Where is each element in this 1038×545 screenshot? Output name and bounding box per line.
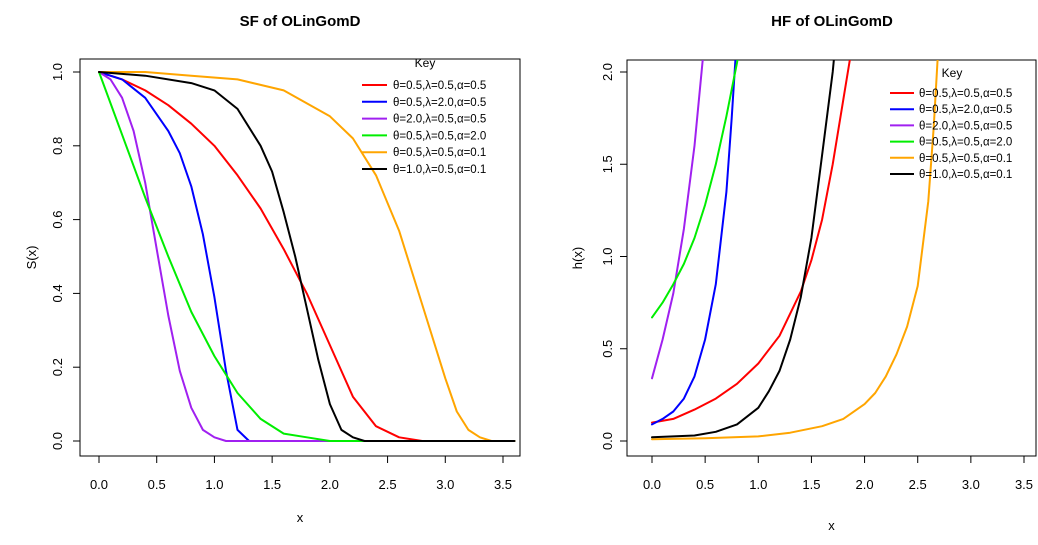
y-tick-label: 0.0 bbox=[50, 432, 65, 450]
legend-entry: θ=2.0,λ=0.5,α=0.5 bbox=[393, 114, 486, 126]
series-group bbox=[651, 60, 939, 441]
chart-panel-1: SF of OLinGomD 0.0 0.5 1.0 1.5 2.0 2.5 3.0 3.5 0.… bbox=[24, 13, 521, 525]
chart-panel-2: HF of OLinGomD 0.0 0.5 1.0 1.5 2.0 2.5 3.0 3.5 0.… bbox=[570, 13, 1037, 533]
y-tick-label: 1.5 bbox=[600, 155, 615, 173]
x-tick-label: 3.5 bbox=[1015, 477, 1033, 492]
series-line-6 bbox=[651, 60, 835, 439]
x-axis-label: x bbox=[297, 510, 304, 525]
series-line-4 bbox=[651, 60, 739, 319]
legend-entry: θ=0.5,λ=2.0,α=0.5 bbox=[919, 104, 1012, 116]
series-line-6 bbox=[98, 71, 516, 442]
legend-entry: θ=0.5,λ=0.5,α=0.1 bbox=[393, 147, 486, 159]
series-line-5 bbox=[98, 71, 516, 442]
series-line-3 bbox=[98, 71, 516, 442]
x-tick-label: 0.5 bbox=[148, 477, 166, 492]
series-group bbox=[98, 71, 516, 442]
series-line-2 bbox=[651, 60, 737, 426]
y-tick-label: 0.2 bbox=[50, 358, 65, 376]
x-tick-label: 2.5 bbox=[379, 477, 397, 492]
chart-title: SF of OLinGomD bbox=[240, 13, 361, 30]
legend-entry: θ=2.0,λ=0.5,α=0.5 bbox=[919, 120, 1012, 132]
x-tick-label: 2.0 bbox=[856, 477, 874, 492]
y-tick-label: 0.5 bbox=[600, 340, 615, 358]
y-axis-label: h(x) bbox=[570, 247, 585, 269]
x-tick-label: 3.0 bbox=[962, 477, 980, 492]
legend-title: Key bbox=[942, 66, 963, 80]
legend-entry: θ=0.5,λ=2.0,α=0.5 bbox=[393, 97, 486, 109]
y-tick-label: 0.0 bbox=[600, 432, 615, 450]
y-tick-label: 1.0 bbox=[50, 63, 65, 81]
series-line-2 bbox=[98, 71, 516, 442]
x-tick-label: 2.5 bbox=[909, 477, 927, 492]
legend-entry: θ=0.5,λ=0.5,α=2.0 bbox=[919, 137, 1012, 149]
legend-entry: θ=0.5,λ=0.5,α=0.5 bbox=[393, 80, 486, 92]
plot-frame bbox=[626, 59, 1037, 457]
y-tick-label: 0.8 bbox=[50, 137, 65, 155]
x-tick-label: 0.5 bbox=[696, 477, 714, 492]
y-axis-label: S(x) bbox=[24, 246, 39, 270]
x-tick-label: 1.0 bbox=[205, 477, 223, 492]
legend-entry: θ=0.5,λ=0.5,α=0.5 bbox=[919, 88, 1012, 100]
series-line-1 bbox=[98, 71, 516, 442]
y-tick-label: 0.6 bbox=[50, 211, 65, 229]
series-line-4 bbox=[98, 71, 516, 442]
legend-entry: θ=1.0,λ=0.5,α=0.1 bbox=[393, 164, 486, 176]
x-tick-label: 0.0 bbox=[643, 477, 661, 492]
plot-frame bbox=[79, 58, 521, 457]
x-tick-label: 3.0 bbox=[436, 477, 454, 492]
x-axis-label: x bbox=[828, 518, 835, 533]
legend-entry: θ=1.0,λ=0.5,α=0.1 bbox=[919, 169, 1012, 181]
y-tick-label: 2.0 bbox=[600, 63, 615, 81]
legend-title: Key bbox=[415, 56, 436, 70]
x-tick-label: 3.5 bbox=[494, 477, 512, 492]
x-tick-label: 2.0 bbox=[321, 477, 339, 492]
y-tick-label: 1.0 bbox=[600, 247, 615, 265]
series-line-5 bbox=[651, 60, 939, 441]
series-line-3 bbox=[651, 60, 704, 380]
x-tick-label: 1.0 bbox=[749, 477, 767, 492]
y-tick-label: 0.4 bbox=[50, 284, 65, 302]
legend-entry: θ=0.5,λ=0.5,α=0.1 bbox=[919, 153, 1012, 165]
series-line-1 bbox=[651, 60, 851, 424]
x-tick-label: 1.5 bbox=[263, 477, 281, 492]
legend: Key θ=0.5,λ=0.5,α=0.5 θ=0.5,λ=2.0,α=0.5 θ=2… bbox=[890, 66, 1012, 181]
legend-entry: θ=0.5,λ=0.5,α=2.0 bbox=[393, 130, 486, 142]
x-tick-label: 0.0 bbox=[90, 477, 108, 492]
legend: Key θ=0.5,λ=0.5,α=0.5 θ=0.5,λ=2.0,α=0.5 θ=2… bbox=[362, 56, 486, 176]
chart-title: HF of OLinGomD bbox=[771, 13, 893, 30]
x-tick-label: 1.5 bbox=[802, 477, 820, 492]
